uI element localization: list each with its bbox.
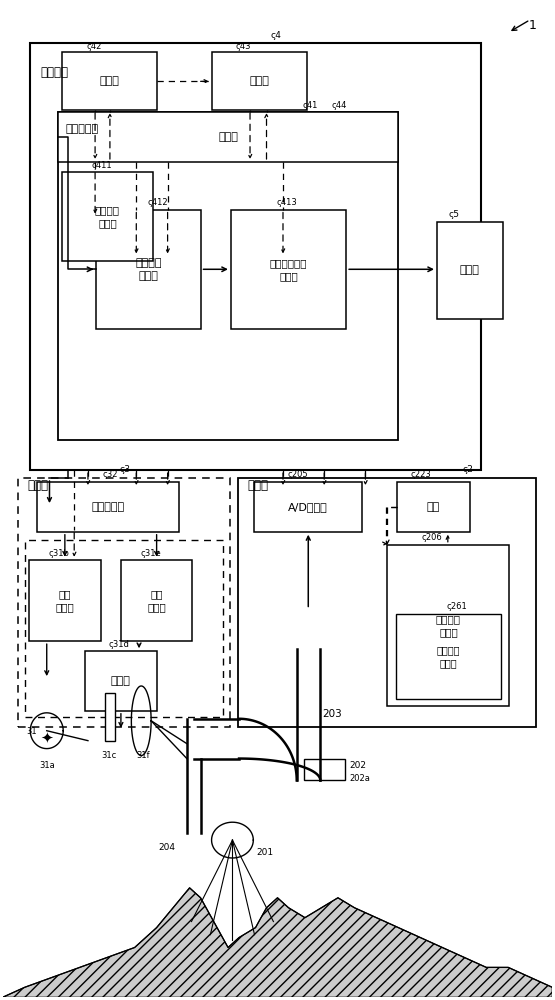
FancyBboxPatch shape xyxy=(121,560,193,641)
Text: 显示图像生成
处理部: 显示图像生成 处理部 xyxy=(270,258,307,281)
FancyBboxPatch shape xyxy=(85,651,157,711)
Text: 摄像信息
存储部: 摄像信息 存储部 xyxy=(436,614,461,637)
Text: ς413: ς413 xyxy=(276,198,297,207)
Text: 照明控制部: 照明控制部 xyxy=(91,502,124,512)
FancyBboxPatch shape xyxy=(211,52,306,110)
Text: 204: 204 xyxy=(158,843,175,852)
Text: ς43: ς43 xyxy=(235,42,251,51)
Text: 输入部: 输入部 xyxy=(100,76,119,86)
FancyBboxPatch shape xyxy=(58,112,398,162)
Text: ς32: ς32 xyxy=(103,470,118,479)
Text: 光源
驱动器: 光源 驱动器 xyxy=(56,589,74,612)
FancyBboxPatch shape xyxy=(96,210,200,329)
FancyBboxPatch shape xyxy=(304,759,345,780)
Text: ς44: ς44 xyxy=(331,101,347,110)
Text: 31a: 31a xyxy=(39,761,54,770)
Text: 1: 1 xyxy=(529,19,537,32)
Text: 202a: 202a xyxy=(349,774,370,783)
FancyBboxPatch shape xyxy=(62,172,153,261)
FancyBboxPatch shape xyxy=(254,482,362,532)
Text: A/D转换部: A/D转换部 xyxy=(289,502,328,512)
Text: ς5: ς5 xyxy=(449,210,460,219)
Text: 内窥镜: 内窥镜 xyxy=(248,479,268,492)
FancyBboxPatch shape xyxy=(31,43,481,470)
Text: ς31b: ς31b xyxy=(49,549,70,558)
Text: 31: 31 xyxy=(26,727,37,736)
Text: 识别信息
存储部: 识别信息 存储部 xyxy=(437,645,460,668)
Text: ς42: ς42 xyxy=(86,42,102,51)
FancyBboxPatch shape xyxy=(105,693,115,741)
Text: 31c: 31c xyxy=(101,751,117,760)
Text: ς41: ς41 xyxy=(303,101,318,110)
FancyBboxPatch shape xyxy=(25,540,223,717)
Polygon shape xyxy=(3,888,552,997)
Text: ς412: ς412 xyxy=(147,198,168,207)
Text: 开关: 开关 xyxy=(427,502,440,512)
Text: ✦: ✦ xyxy=(41,730,53,745)
FancyBboxPatch shape xyxy=(238,478,536,727)
Text: 驱动部: 驱动部 xyxy=(111,676,131,686)
Text: ς205: ς205 xyxy=(287,470,308,479)
Text: 显示部: 显示部 xyxy=(460,265,480,275)
Text: 201: 201 xyxy=(256,848,274,857)
FancyBboxPatch shape xyxy=(231,210,346,329)
FancyBboxPatch shape xyxy=(437,222,503,319)
Text: ς31d: ς31d xyxy=(108,640,129,649)
Text: ς3: ς3 xyxy=(119,465,130,474)
FancyBboxPatch shape xyxy=(18,478,230,727)
Text: ς411: ς411 xyxy=(92,161,113,170)
Text: ς223: ς223 xyxy=(411,470,431,479)
FancyBboxPatch shape xyxy=(58,112,398,440)
Text: ς206: ς206 xyxy=(421,533,442,542)
Text: 203: 203 xyxy=(322,709,342,719)
Text: 光源
驱动器: 光源 驱动器 xyxy=(147,589,166,612)
Text: 图像处理部: 图像处理部 xyxy=(66,124,99,134)
FancyBboxPatch shape xyxy=(397,482,470,532)
FancyBboxPatch shape xyxy=(396,614,501,699)
Text: 光源部: 光源部 xyxy=(28,479,48,492)
FancyBboxPatch shape xyxy=(37,482,179,532)
Text: 31f: 31f xyxy=(136,751,150,760)
Text: ς4: ς4 xyxy=(271,31,282,40)
FancyBboxPatch shape xyxy=(387,545,509,706)
Text: 处理器部: 处理器部 xyxy=(40,66,68,79)
Text: ς2: ς2 xyxy=(462,465,473,474)
Text: 202: 202 xyxy=(349,761,366,770)
FancyBboxPatch shape xyxy=(62,52,157,110)
FancyBboxPatch shape xyxy=(29,560,100,641)
Text: 亮度成分
选择部: 亮度成分 选择部 xyxy=(95,205,120,228)
Text: 存储部: 存储部 xyxy=(249,76,269,86)
Text: 控制部: 控制部 xyxy=(218,132,238,142)
Text: ς261: ς261 xyxy=(447,602,467,611)
Text: 去马赛克
处理部: 去马赛克 处理部 xyxy=(135,258,162,281)
Text: ς31e: ς31e xyxy=(140,549,161,558)
